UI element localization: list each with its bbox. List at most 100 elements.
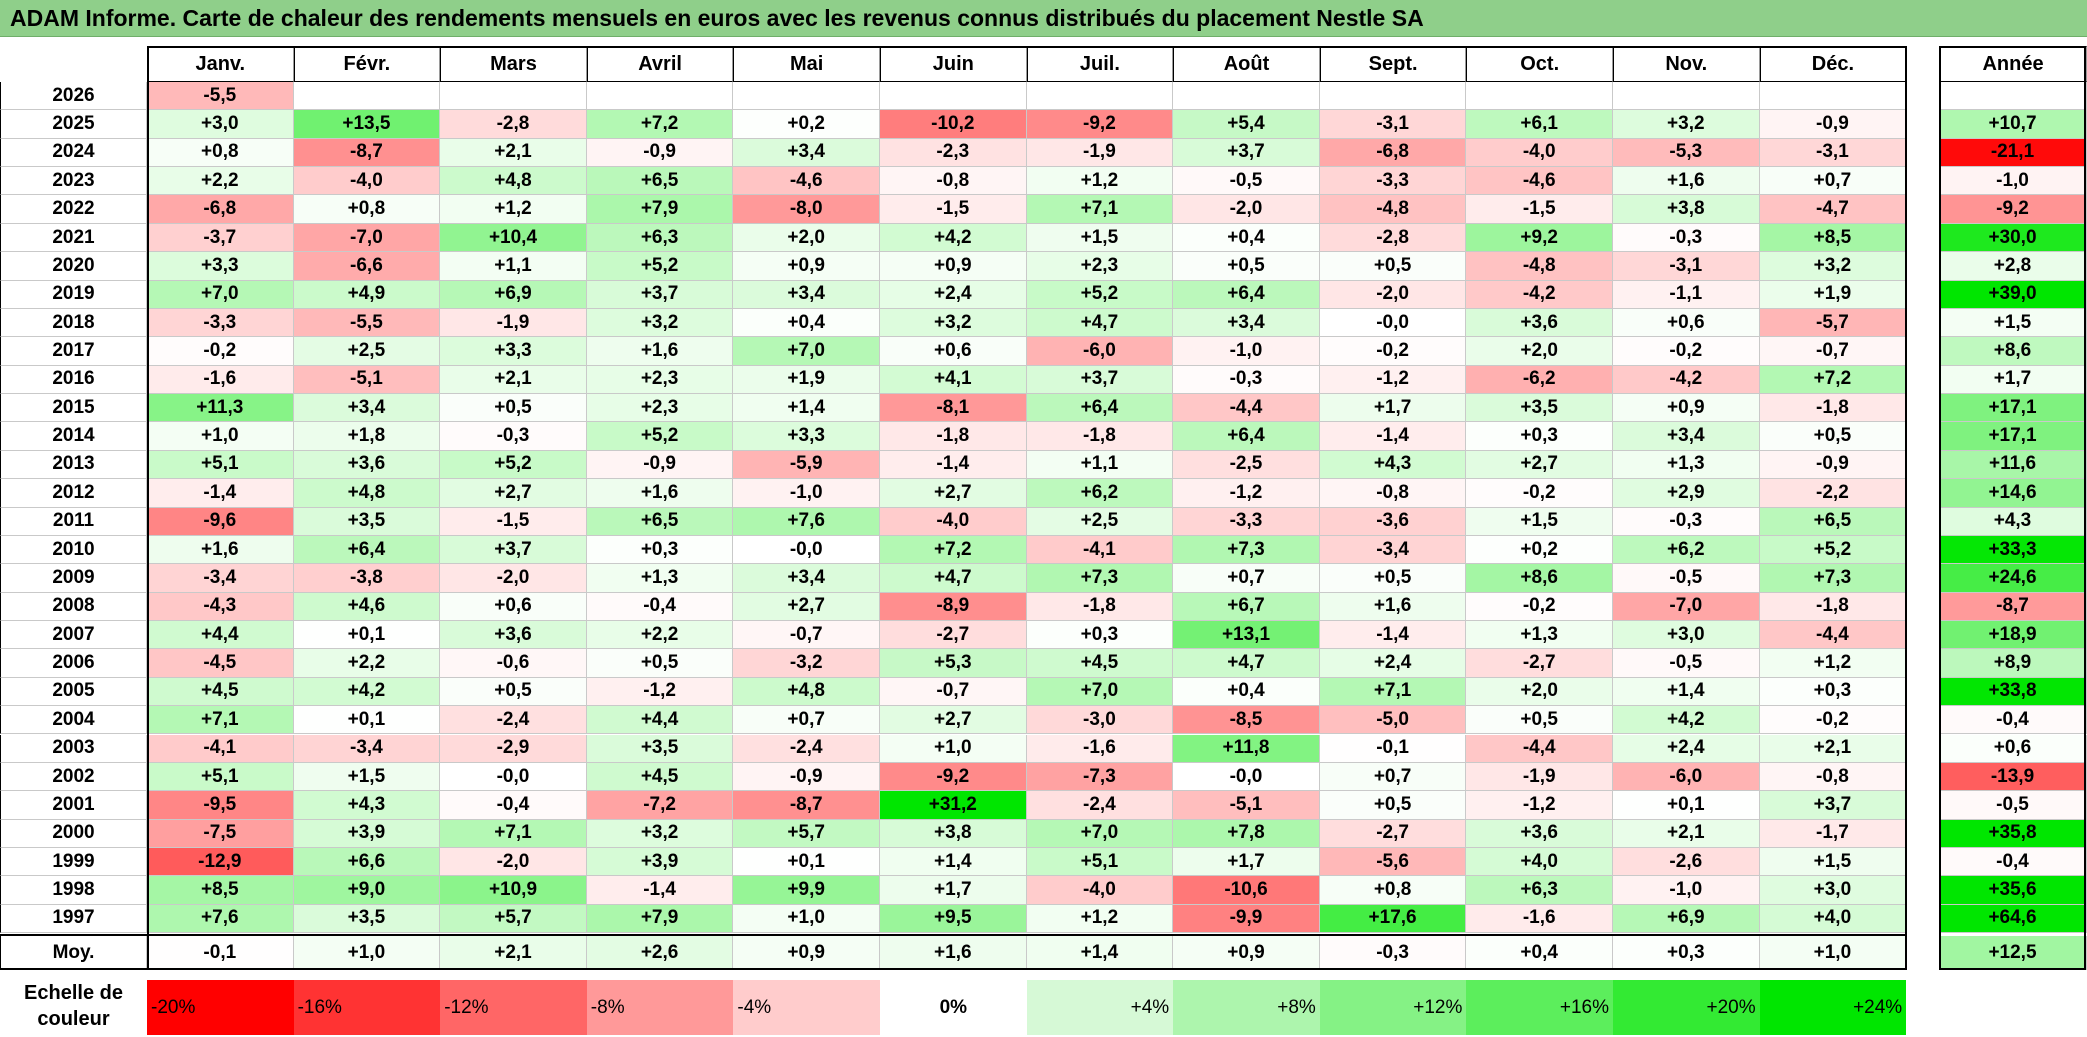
heatmap-cell: +0,6 xyxy=(1613,308,1760,338)
year-label: 2005 xyxy=(0,677,147,707)
heatmap-cell: -5,5 xyxy=(293,308,441,338)
heatmap-cell: +0,2 xyxy=(1466,535,1613,565)
heatmap-cell: -0,3 xyxy=(1613,223,1760,253)
heatmap-cell: +1,6 xyxy=(1613,167,1760,196)
heatmap-cell: +3,0 xyxy=(1613,621,1760,650)
heatmap-cell: +1,2 xyxy=(1759,649,1907,678)
heatmap-cell: +9,2 xyxy=(1466,223,1613,253)
heatmap-cell: +2,5 xyxy=(1026,507,1174,536)
heatmap-cell: -3,1 xyxy=(1319,110,1467,139)
heatmap-cell: -8,0 xyxy=(733,195,880,224)
heatmap-cell: -0,4 xyxy=(586,592,734,622)
heatmap-cell: +4,7 xyxy=(1026,308,1174,338)
heatmap-cell: +1,0 xyxy=(733,904,880,934)
annual-cell: -8,7 xyxy=(1939,592,2087,622)
heatmap-cell: -6,0 xyxy=(1026,337,1174,366)
heatmap-cell: -1,2 xyxy=(1173,479,1320,508)
heatmap-cell: +2,1 xyxy=(440,138,587,168)
year-label: 2015 xyxy=(0,394,147,423)
heatmap-cell: +2,0 xyxy=(1466,337,1613,366)
heatmap-cell: +1,6 xyxy=(1319,592,1467,622)
heatmap-cell: -1,4 xyxy=(1319,422,1467,451)
heatmap-cell: +4,8 xyxy=(440,167,587,196)
heatmap-cell: -1,8 xyxy=(1026,592,1174,622)
heatmap-cell: -2,7 xyxy=(1319,819,1467,848)
heatmap-cell: -0,8 xyxy=(1319,479,1467,508)
heatmap-cell: +3,4 xyxy=(733,138,880,168)
heatmap-cell: -2,7 xyxy=(880,621,1027,650)
year-label: 1997 xyxy=(0,904,147,934)
heatmap-cell: +1,5 xyxy=(293,762,441,792)
heatmap-cell: +7,0 xyxy=(1026,819,1174,848)
year-label: 2010 xyxy=(0,535,147,565)
year-label: 2017 xyxy=(0,337,147,366)
heatmap-cell: +5,2 xyxy=(440,450,587,480)
heatmap-cell: -2,0 xyxy=(1173,195,1320,224)
heatmap-cell: +4,0 xyxy=(1466,847,1613,877)
heatmap-cell: -0,9 xyxy=(586,138,734,168)
heatmap-cell: -0,0 xyxy=(1319,308,1467,338)
heatmap-cell: -0,9 xyxy=(1759,110,1907,139)
heatmap-cell: -0,2 xyxy=(1613,337,1760,366)
year-label: 2000 xyxy=(0,819,147,848)
heatmap-cell: +2,7 xyxy=(880,479,1027,508)
heatmap-cell: +7,2 xyxy=(586,110,734,139)
heatmap-cell: +1,6 xyxy=(147,535,294,565)
heatmap-cell: +7,6 xyxy=(147,904,294,934)
heatmap-cell: +2,0 xyxy=(1466,677,1613,707)
heatmap-cell: -4,1 xyxy=(147,734,294,763)
heatmap-cell: +6,2 xyxy=(1026,479,1174,508)
heatmap-cell: -3,1 xyxy=(1759,138,1907,168)
heatmap-cell: +3,3 xyxy=(440,337,587,366)
heatmap-cell: +2,3 xyxy=(586,394,734,423)
heatmap-cell: +2,4 xyxy=(1319,649,1467,678)
heatmap-cell: -3,1 xyxy=(1613,252,1760,281)
heatmap-cell: -4,4 xyxy=(1466,734,1613,763)
heatmap-cell xyxy=(1759,82,1907,111)
heatmap-cell: -0,3 xyxy=(1173,365,1320,395)
heatmap-cell: -0,6 xyxy=(440,649,587,678)
annual-cell: +17,1 xyxy=(1939,394,2087,423)
heatmap-cell: -0,0 xyxy=(733,535,880,565)
heatmap-cell: -5,1 xyxy=(1173,791,1320,820)
heatmap-cell: +2,7 xyxy=(733,592,880,622)
heatmap-cell: +6,3 xyxy=(586,223,734,253)
heatmap-cell: -3,2 xyxy=(733,649,880,678)
annual-cell: +11,6 xyxy=(1939,450,2087,480)
heatmap-cell: +4,6 xyxy=(293,592,441,622)
heatmap-cell: +0,6 xyxy=(440,592,587,622)
heatmap-cell: +1,5 xyxy=(1759,847,1907,877)
heatmap-cell: +2,2 xyxy=(293,649,441,678)
heatmap-cell: -0,2 xyxy=(1759,706,1907,735)
heatmap-cell: +0,3 xyxy=(1759,677,1907,707)
heatmap-cell: +1,9 xyxy=(1759,280,1907,309)
annual-cell: +18,9 xyxy=(1939,621,2087,650)
year-label: 2006 xyxy=(0,649,147,678)
annual-cell: +35,8 xyxy=(1939,819,2087,848)
chart-title: ADAM Informe. Carte de chaleur des rende… xyxy=(0,0,2087,37)
heatmap-cell: +6,5 xyxy=(1759,507,1907,536)
heatmap-cell xyxy=(1173,82,1320,111)
heatmap-cell: +4,5 xyxy=(1026,649,1174,678)
heatmap-cell: -3,0 xyxy=(1026,706,1174,735)
heatmap-cell: +11,3 xyxy=(147,394,294,423)
heatmap-cell: +1,4 xyxy=(733,394,880,423)
heatmap-cell: -2,5 xyxy=(1173,450,1320,480)
heatmap-cell: +1,2 xyxy=(1026,167,1174,196)
heatmap-cell: -2,4 xyxy=(440,706,587,735)
heatmap-cell: -7,0 xyxy=(293,223,441,253)
annual-cell: +33,3 xyxy=(1939,535,2087,565)
month-header: Juin xyxy=(880,46,1027,82)
heatmap-cell: -2,2 xyxy=(1759,479,1907,508)
heatmap-cell: -8,9 xyxy=(880,592,1027,622)
heatmap-cell: -4,2 xyxy=(1613,365,1760,395)
annual-cell: -0,4 xyxy=(1939,847,2087,877)
year-label: 2024 xyxy=(0,138,147,168)
year-label: 2007 xyxy=(0,621,147,650)
heatmap-cell: -5,5 xyxy=(147,82,294,111)
year-label: 2013 xyxy=(0,450,147,480)
heatmap-cell: -3,7 xyxy=(147,223,294,253)
year-label: 2023 xyxy=(0,167,147,196)
month-header: Févr. xyxy=(293,46,441,82)
heatmap-cell: +0,9 xyxy=(880,252,1027,281)
